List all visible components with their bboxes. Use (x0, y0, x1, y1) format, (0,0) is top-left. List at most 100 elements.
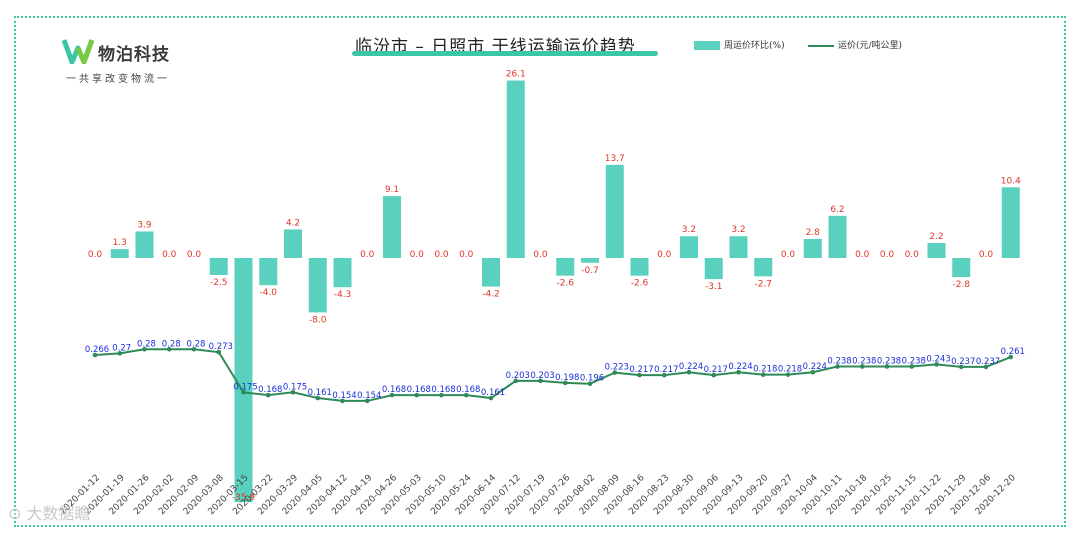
legend-item-bar[interactable]: 周运价环比(%) (694, 38, 785, 51)
price-point-22 (637, 372, 642, 378)
watermark-text: 大数据瞻 (26, 504, 91, 523)
price-point-36 (983, 364, 989, 370)
price-value-label-26: 0.224 (728, 362, 752, 372)
bar-29 (803, 238, 822, 258)
price-value-label-35: 0.237 (951, 357, 975, 367)
bar-value-label-13: 0.0 (410, 250, 425, 260)
price-point-24 (686, 369, 692, 375)
bar-value-label-4: 0.0 (187, 250, 202, 260)
bar-value-label-28: 0.0 (781, 250, 796, 260)
bar-34 (927, 243, 946, 258)
bar-16 (482, 258, 500, 287)
price-value-label-33: 0.238 (902, 356, 926, 366)
bar-value-label-8: 4.2 (286, 218, 300, 228)
bar-9 (308, 258, 327, 313)
bar-value-label-27: -2.7 (754, 279, 772, 289)
price-value-label-9: 0.161 (308, 388, 332, 398)
price-point-34 (934, 362, 939, 367)
watermark-icon: ⊙ (8, 504, 22, 523)
price-point-18 (538, 378, 543, 384)
bar-7 (259, 258, 278, 286)
price-value-label-16: 0.161 (481, 388, 505, 398)
price-value-label-18: 0.203 (530, 371, 554, 381)
bar-value-label-11: 0.0 (360, 250, 375, 260)
legend-line-label: 运价(元/吨公里) (838, 41, 903, 51)
price-value-label-20: 0.196 (580, 374, 604, 384)
bar-value-label-35: -2.8 (952, 280, 970, 290)
legend-line-swatch (808, 44, 834, 47)
price-point-16 (488, 395, 494, 401)
price-value-label-2: 0.28 (137, 339, 156, 349)
price-point-19 (562, 380, 568, 386)
bar-value-label-16: -4.2 (482, 290, 500, 300)
bar-25 (704, 258, 723, 280)
price-value-label-7: 0.168 (258, 385, 282, 395)
price-point-20 (587, 381, 593, 387)
bar-20 (581, 258, 599, 263)
bar-value-label-23: 0.0 (657, 250, 672, 260)
price-value-label-25: 0.217 (704, 365, 728, 375)
bar-value-label-31: 0.0 (855, 250, 870, 260)
price-point-27 (760, 372, 766, 377)
price-value-label-28: 0.218 (778, 365, 802, 375)
price-value-label-29: 0.224 (803, 362, 827, 372)
bar-19 (556, 258, 575, 276)
price-point-29 (810, 369, 816, 375)
price-value-label-30: 0.238 (827, 356, 851, 366)
bar-value-label-6: -35.9 (232, 493, 256, 503)
price-point-31 (859, 364, 865, 369)
price-point-6 (241, 390, 246, 395)
price-value-label-15: 0.168 (456, 385, 480, 395)
bar-value-label-34: 2.2 (929, 232, 943, 242)
bar-value-label-26: 3.2 (731, 225, 745, 235)
logo-slogan: 一共享改变物流一 (66, 74, 170, 85)
price-point-11 (364, 398, 370, 404)
price-value-label-4: 0.28 (187, 339, 206, 349)
bar-27 (754, 258, 773, 277)
price-point-4 (191, 346, 197, 352)
chart-frame (14, 16, 1066, 527)
bar-value-label-18: 0.0 (533, 250, 548, 260)
bar-value-label-1: 1.3 (113, 238, 127, 248)
price-value-label-36: 0.237 (976, 357, 1000, 367)
price-value-label-12: 0.168 (382, 385, 406, 395)
price-point-32 (884, 364, 890, 369)
price-point-35 (958, 364, 964, 370)
bar-value-label-32: 0.0 (880, 250, 895, 260)
bar-21 (605, 164, 624, 258)
bar-37 (1001, 187, 1020, 258)
price-value-label-17: 0.203 (506, 371, 530, 381)
bar-value-label-7: -4.0 (259, 288, 277, 298)
bar-value-label-25: -3.1 (705, 282, 723, 292)
price-point-28 (785, 372, 791, 377)
price-value-label-13: 0.168 (407, 385, 431, 395)
legend-item-line[interactable]: 运价(元/吨公里) (808, 38, 902, 51)
price-value-label-8: 0.175 (283, 382, 307, 392)
bar-value-label-22: -2.6 (631, 279, 649, 289)
price-point-7 (265, 392, 271, 398)
bar-value-label-0: 0.0 (88, 250, 103, 260)
bar-5 (209, 258, 228, 275)
bar-value-label-10: -4.3 (334, 290, 352, 300)
bar-value-label-12: 9.1 (385, 185, 399, 195)
bar-value-label-19: -2.6 (556, 279, 574, 289)
bar-value-label-37: 10.4 (1001, 176, 1021, 186)
price-point-1 (117, 351, 123, 356)
price-value-label-11: 0.154 (357, 391, 381, 401)
bar-6 (234, 258, 253, 503)
price-point-30 (835, 364, 840, 369)
bar-12 (383, 196, 401, 258)
price-value-label-19: 0.198 (555, 373, 579, 383)
price-point-12 (389, 392, 395, 398)
price-point-23 (661, 372, 667, 378)
price-value-label-34: 0.243 (926, 354, 950, 364)
bar-value-label-33: 0.0 (905, 250, 920, 260)
price-point-9 (315, 395, 321, 401)
price-value-label-21: 0.223 (605, 363, 629, 373)
price-line (94, 348, 1012, 402)
price-value-label-1: 0.27 (112, 343, 131, 353)
price-point-10 (340, 398, 345, 404)
bar-8 (284, 229, 302, 258)
bar-value-label-5: -2.5 (210, 278, 228, 288)
price-value-label-14: 0.168 (431, 385, 455, 395)
